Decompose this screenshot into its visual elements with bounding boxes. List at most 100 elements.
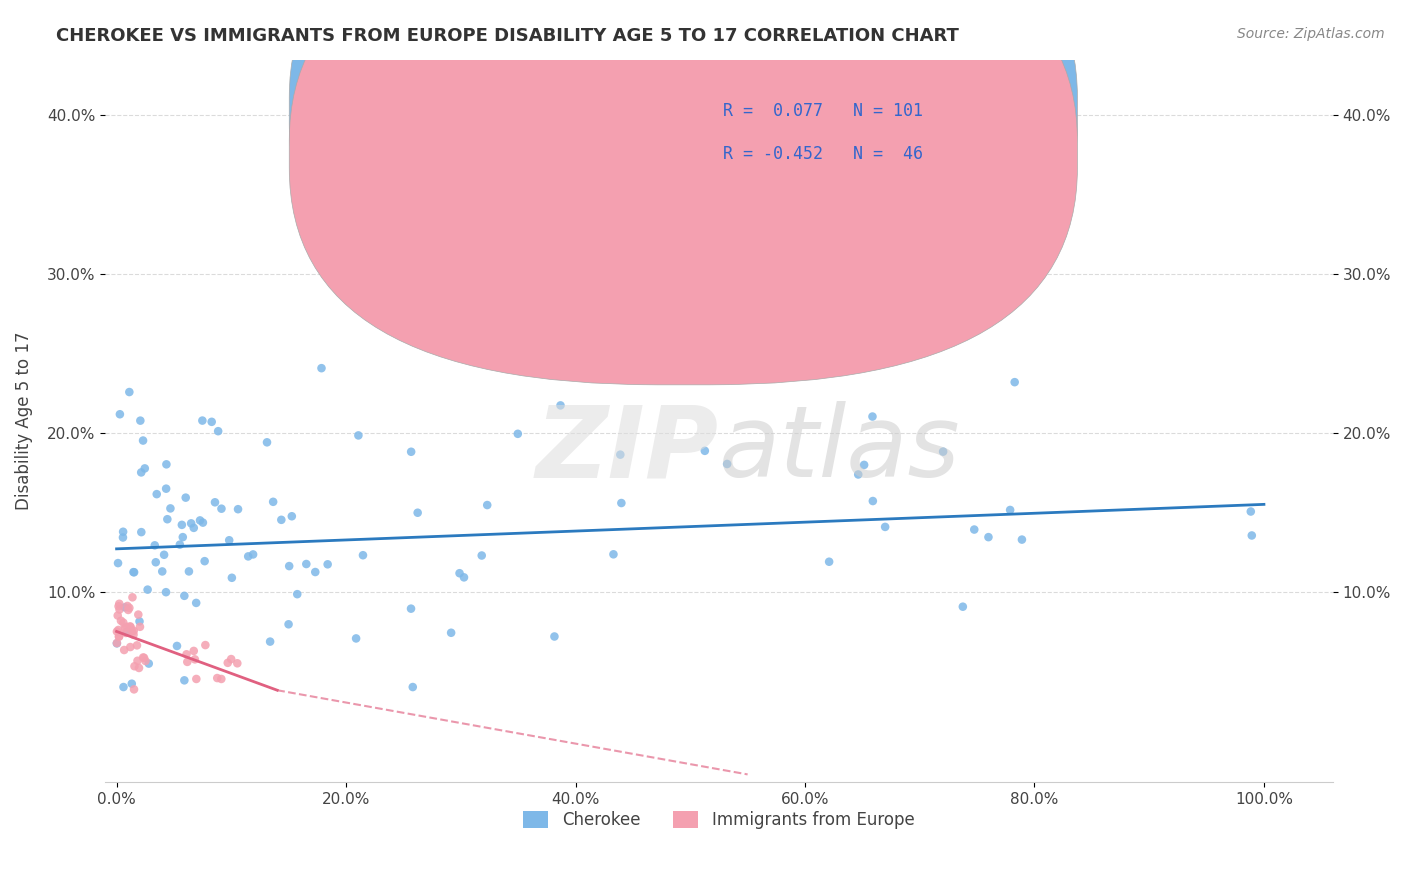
Point bbox=[112, 680, 135, 694]
Point bbox=[402, 680, 425, 694]
Point bbox=[117, 603, 139, 617]
Point bbox=[347, 428, 370, 442]
Point bbox=[129, 620, 152, 634]
Point bbox=[108, 630, 131, 644]
Point bbox=[602, 547, 624, 561]
Text: CHEROKEE VS IMMIGRANTS FROM EUROPE DISABILITY AGE 5 TO 17 CORRELATION CHART: CHEROKEE VS IMMIGRANTS FROM EUROPE DISAB… bbox=[56, 27, 959, 45]
Point bbox=[176, 648, 198, 662]
Point bbox=[191, 516, 214, 530]
Point bbox=[1240, 528, 1263, 542]
Point bbox=[115, 624, 138, 639]
Point bbox=[125, 638, 148, 652]
Point bbox=[543, 630, 565, 644]
Point bbox=[122, 628, 145, 642]
Point bbox=[550, 398, 572, 412]
Point bbox=[129, 414, 152, 428]
Point bbox=[963, 523, 986, 537]
Point bbox=[477, 498, 499, 512]
Point bbox=[311, 361, 333, 376]
Point bbox=[238, 549, 260, 564]
Point bbox=[173, 589, 195, 603]
Point bbox=[120, 619, 142, 633]
Point bbox=[270, 513, 292, 527]
Point bbox=[1240, 504, 1263, 518]
Point bbox=[121, 624, 143, 638]
Point bbox=[998, 503, 1021, 517]
Point bbox=[352, 548, 374, 562]
Point bbox=[278, 559, 301, 574]
Point bbox=[134, 461, 156, 475]
Point bbox=[122, 566, 145, 580]
Point bbox=[406, 506, 429, 520]
Point bbox=[118, 385, 141, 400]
Point bbox=[862, 409, 884, 424]
Point bbox=[201, 415, 224, 429]
Point bbox=[129, 466, 152, 480]
Point bbox=[177, 565, 200, 579]
Point bbox=[174, 491, 197, 505]
Point bbox=[188, 513, 211, 527]
Legend: Cherokee, Immigrants from Europe: Cherokee, Immigrants from Europe bbox=[516, 804, 921, 836]
Point bbox=[173, 673, 195, 688]
Point bbox=[112, 524, 135, 539]
Text: Source: ZipAtlas.com: Source: ZipAtlas.com bbox=[1237, 27, 1385, 41]
Point bbox=[217, 656, 239, 670]
Point bbox=[107, 599, 129, 614]
Point bbox=[112, 643, 135, 657]
Point bbox=[875, 520, 897, 534]
Point bbox=[693, 443, 716, 458]
Point bbox=[114, 626, 136, 640]
Point bbox=[122, 624, 145, 638]
Point bbox=[170, 517, 193, 532]
Point bbox=[609, 448, 631, 462]
Point bbox=[108, 597, 131, 611]
Point bbox=[127, 607, 149, 622]
Point bbox=[155, 585, 177, 599]
Point bbox=[143, 538, 166, 552]
Point bbox=[219, 652, 242, 666]
Point bbox=[180, 516, 202, 531]
Point bbox=[194, 638, 217, 652]
Point bbox=[207, 424, 229, 438]
Point bbox=[107, 608, 129, 623]
Point bbox=[932, 444, 955, 458]
Point bbox=[166, 639, 188, 653]
Point bbox=[150, 565, 173, 579]
Point bbox=[118, 600, 141, 615]
Point bbox=[108, 602, 131, 616]
Point bbox=[108, 630, 131, 644]
Point bbox=[295, 557, 318, 571]
Point bbox=[107, 623, 129, 637]
Point bbox=[344, 632, 367, 646]
Point bbox=[285, 587, 308, 601]
Point bbox=[186, 596, 208, 610]
Point bbox=[242, 548, 264, 562]
Point bbox=[453, 570, 475, 584]
Point bbox=[440, 625, 463, 640]
Point bbox=[105, 624, 128, 639]
Point bbox=[977, 530, 1000, 544]
Point bbox=[172, 530, 194, 544]
Point bbox=[399, 601, 422, 615]
Point bbox=[138, 657, 160, 671]
Point bbox=[127, 654, 149, 668]
Point bbox=[259, 634, 281, 648]
Point bbox=[121, 591, 143, 605]
Text: R =  0.077   N = 101: R = 0.077 N = 101 bbox=[723, 102, 922, 120]
Point bbox=[183, 521, 205, 535]
Point bbox=[304, 565, 326, 579]
Point bbox=[1011, 533, 1033, 547]
Point bbox=[132, 650, 155, 665]
Point bbox=[256, 435, 278, 450]
Point bbox=[610, 496, 633, 510]
Point bbox=[124, 659, 146, 673]
Point bbox=[159, 501, 181, 516]
Point bbox=[107, 556, 129, 570]
Text: ZIP: ZIP bbox=[536, 401, 718, 499]
Point bbox=[110, 614, 132, 628]
Point bbox=[117, 599, 139, 613]
Text: R = -0.452   N =  46: R = -0.452 N = 46 bbox=[723, 145, 922, 163]
Point bbox=[952, 599, 974, 614]
Point bbox=[853, 458, 876, 472]
Point bbox=[115, 620, 138, 634]
